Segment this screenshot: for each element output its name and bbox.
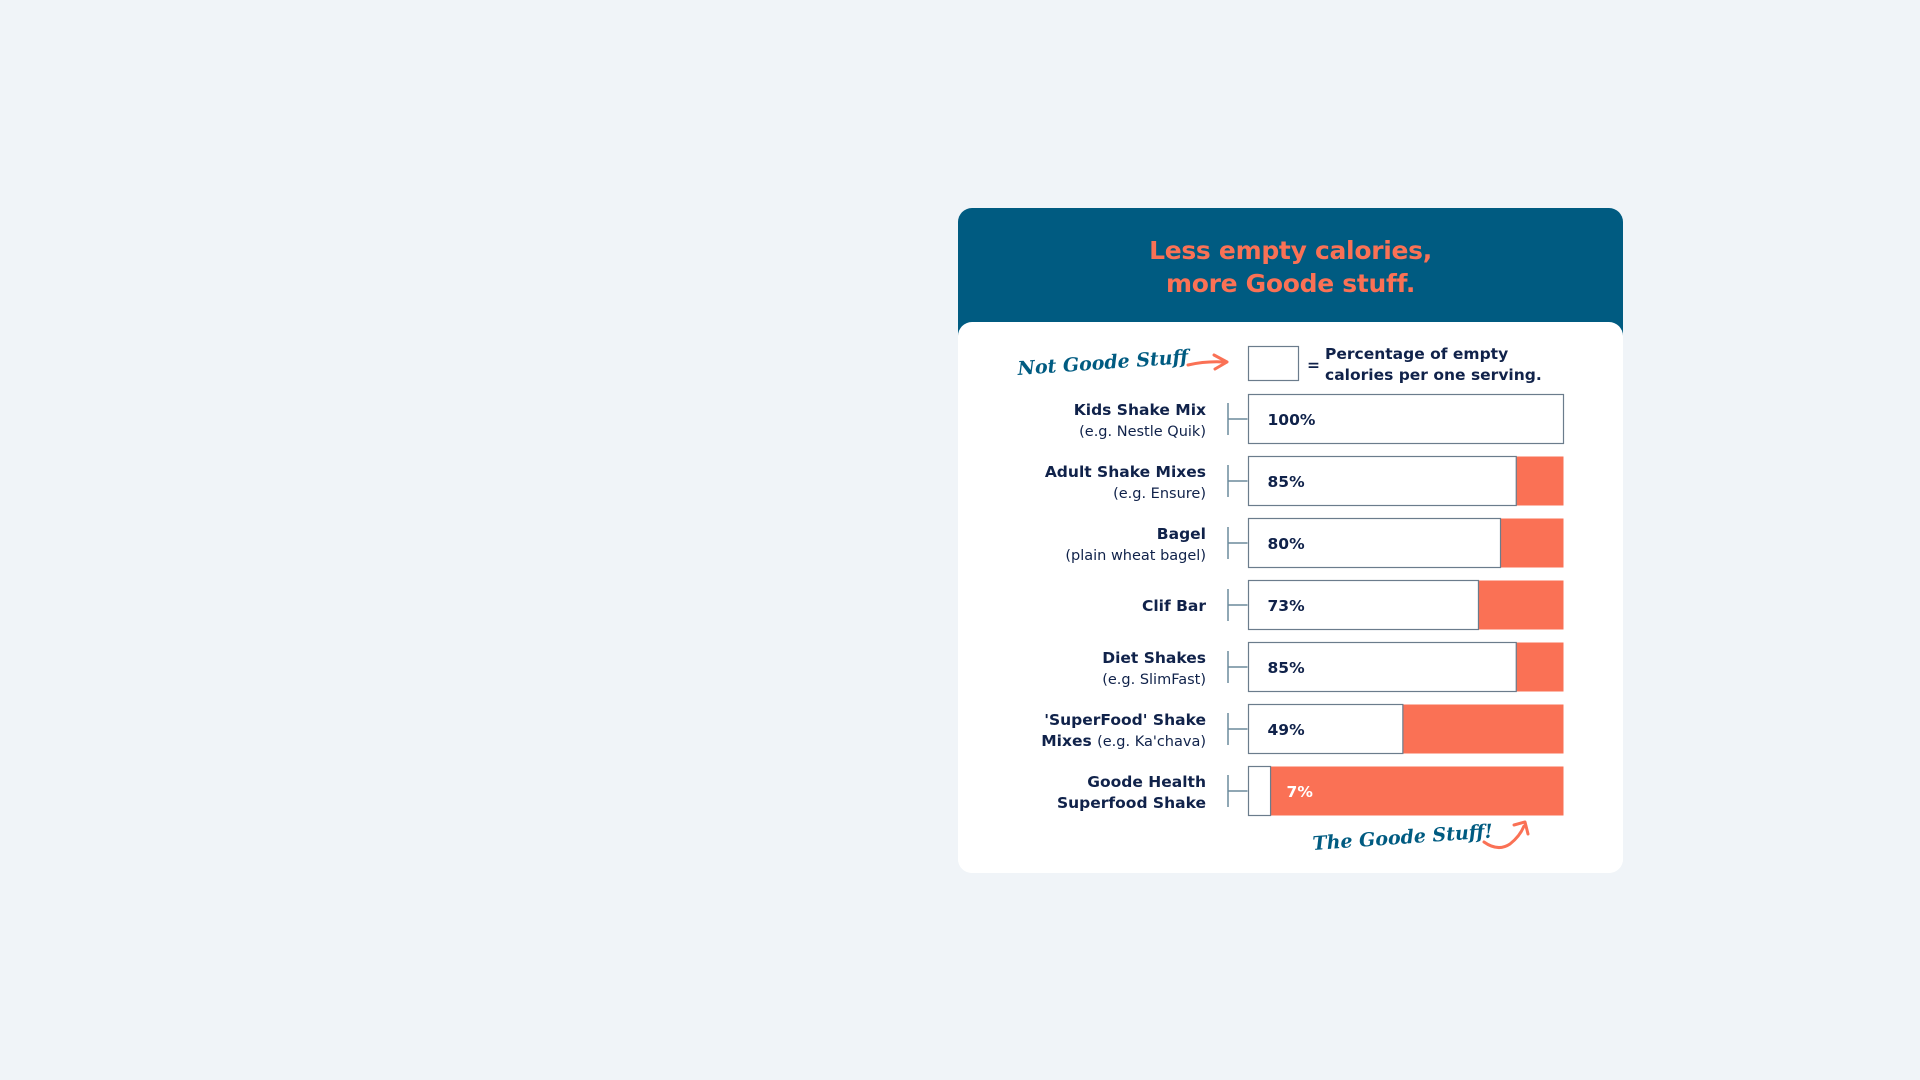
bar-value-label: 73% [1268,597,1306,615]
category-label: 'SuperFood' Shake [1044,711,1206,729]
bar-remainder [1248,766,1564,816]
footer-arrow-icon [1482,824,1526,849]
category-label: Clif Bar [1142,597,1206,615]
bar-empty-calories [1247,703,1404,755]
not-goode-stuff-annotation: Not Goode Stuff [1016,346,1192,380]
category-sublabel: (e.g. Nestle Quik) [1079,424,1206,440]
goode-stuff-annotation: The Goode Stuff! [1312,820,1494,855]
legend: Not Goode Stuff = Percentage of empty ca… [1016,345,1542,384]
card-header: Less empty calories, more Goode stuff. [958,208,1623,338]
category-sublabel: (e.g. SlimFast) [1102,672,1206,688]
bar-value-label: 85% [1268,659,1306,677]
category-sublabel: Superfood Shake [1057,794,1206,812]
legend-arrowhead-icon [1212,353,1229,371]
category-label: Kids Shake Mix [1074,401,1206,419]
title-line-1: Less empty calories, [1149,236,1432,265]
legend-arrow-icon [1186,360,1226,367]
bar-value-label: 80% [1268,535,1306,553]
bar-value-label: 7% [1287,783,1314,801]
legend-text-line-1: Percentage of empty [1325,345,1508,363]
bar-empty-calories [1247,579,1480,631]
footer-arrowhead-icon [1512,820,1530,836]
title-line-2: more Goode stuff. [1165,269,1416,298]
bar-empty-calories [1247,765,1272,817]
category-label: Goode Health [1087,773,1206,791]
category-sublabel: (plain wheat bagel) [1065,548,1206,564]
category-label: Bagel [1157,525,1206,543]
legend-swatch [1247,345,1300,382]
goode-stuff-annotation-group: The Goode Stuff! [1312,820,1530,855]
category-label: Adult Shake Mixes [1045,463,1206,481]
bar-value-label: 100% [1268,411,1316,429]
bar-empty-calories [1247,517,1502,569]
category-sublabel: (e.g. Ensure) [1113,486,1206,502]
bar-value-label: 49% [1268,721,1306,739]
legend-text-line-2: calories per one serving. [1325,366,1542,384]
empty-calories-bar-chart: Not Goode Stuff = Percentage of empty ca… [1016,345,1565,855]
category-sublabel: Mixes (e.g. Ka'chava) [1041,732,1206,750]
category-label: Diet Shakes [1102,649,1206,667]
bar-value-label: 85% [1268,473,1306,491]
chart-title: Less empty calories, more Goode stuff. [958,234,1623,300]
bar-empty-calories [1247,393,1565,445]
chart-card: Less empty calories, more Goode stuff. N… [958,208,1623,873]
bars-group: 100% Kids Shake Mix (e.g. Nestle Quik) 85% A… [1041,393,1565,817]
bar-empty-calories [1247,641,1517,693]
bar-empty-calories [1247,455,1517,507]
legend-equals: = [1307,356,1320,374]
